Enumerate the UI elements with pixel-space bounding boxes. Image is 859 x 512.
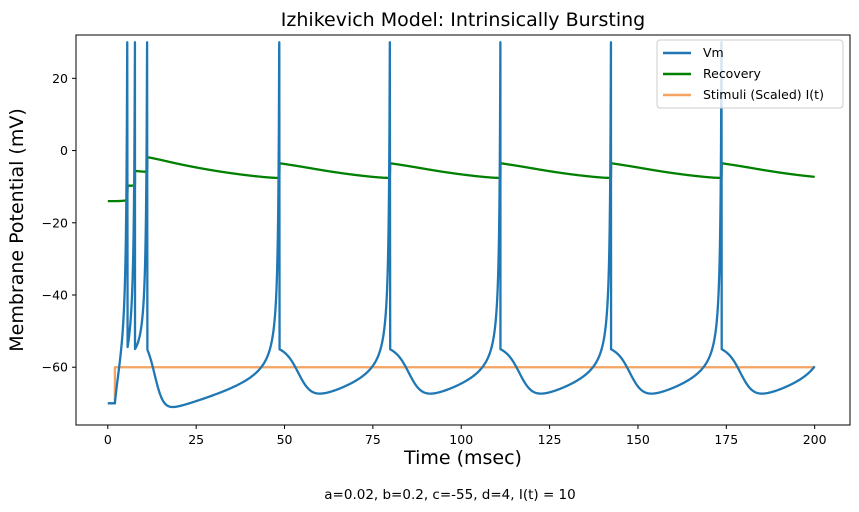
x-tick-label: 200 xyxy=(803,432,827,447)
x-tick-label: 125 xyxy=(538,432,562,447)
series-layer xyxy=(107,41,816,409)
x-axis-ticks: 0 25 50 75 100 125 150 175 200 xyxy=(104,425,827,447)
y-tick-label: −40 xyxy=(42,288,68,303)
x-tick-label: 25 xyxy=(188,432,204,447)
parameters-caption: a=0.02, b=0.2, c=-55, d=4, I(t) = 10 xyxy=(324,487,575,503)
legend-label-vm: Vm xyxy=(703,45,724,60)
series-line-vm xyxy=(107,41,816,409)
x-tick-label: 75 xyxy=(365,432,381,447)
legend-box xyxy=(656,39,844,109)
y-tick-label: −60 xyxy=(42,360,68,375)
y-tick-label: 0 xyxy=(60,143,68,158)
legend-label-stimuli: Stimuli (Scaled) I(t) xyxy=(703,87,824,102)
x-tick-label: 0 xyxy=(104,432,112,447)
axes-frame xyxy=(75,34,851,426)
legend-label-recovery: Recovery xyxy=(703,66,762,81)
y-tick-label: 20 xyxy=(52,71,68,86)
x-tick-label: 50 xyxy=(277,432,293,447)
x-tick-label: 100 xyxy=(449,432,473,447)
y-tick-label: −20 xyxy=(42,215,68,230)
x-tick-label: 150 xyxy=(626,432,650,447)
y-axis-title: Membrane Potential (mV) xyxy=(6,108,28,351)
series-line-recovery xyxy=(107,156,816,203)
y-axis-ticks: −60 −40 −20 0 20 xyxy=(42,71,76,375)
plot-area: 0 25 50 75 100 125 150 175 200 −60 −40 −20 0 20 xyxy=(42,34,851,447)
x-axis-title: Time (msec) xyxy=(403,447,522,469)
legend: Vm Recovery Stimuli (Scaled) I(t) xyxy=(656,39,844,109)
x-tick-label: 175 xyxy=(714,432,738,447)
chart-title: Izhikevich Model: Intrinsically Bursting xyxy=(281,9,645,31)
